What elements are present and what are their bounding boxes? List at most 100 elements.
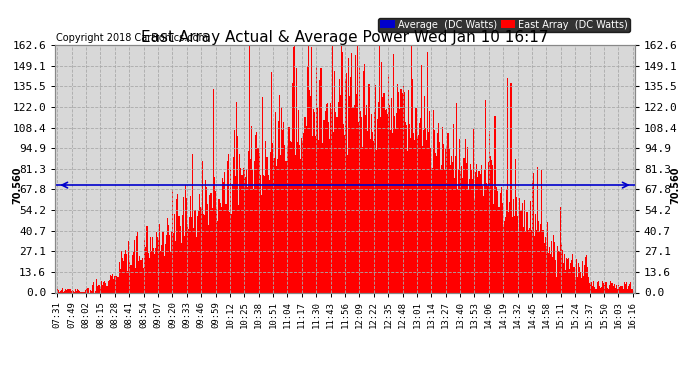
Bar <box>462 178 464 292</box>
Bar <box>205 180 206 292</box>
Bar <box>410 138 411 292</box>
Bar <box>329 139 330 292</box>
Bar <box>578 263 579 292</box>
Bar <box>357 45 358 292</box>
Bar <box>438 123 439 292</box>
Bar <box>237 136 238 292</box>
Bar <box>443 144 444 292</box>
Bar <box>506 189 507 292</box>
Bar <box>487 186 488 292</box>
Bar <box>441 165 442 292</box>
Bar <box>75 290 76 292</box>
Bar <box>164 256 165 292</box>
Bar <box>61 290 62 292</box>
Bar <box>99 287 101 292</box>
Bar <box>254 161 255 292</box>
Bar <box>213 90 214 292</box>
Bar <box>515 197 517 292</box>
Bar <box>477 177 478 292</box>
Bar <box>518 231 519 292</box>
Bar <box>347 156 348 292</box>
Bar <box>419 123 420 292</box>
Bar <box>397 84 398 292</box>
Bar <box>124 254 125 292</box>
Bar <box>378 102 380 292</box>
Bar <box>451 156 452 292</box>
Bar <box>241 175 243 292</box>
Bar <box>552 257 553 292</box>
Bar <box>402 93 403 292</box>
Bar <box>537 166 538 292</box>
Bar <box>415 108 417 292</box>
Bar <box>127 271 128 292</box>
Bar <box>330 104 331 292</box>
Bar <box>492 165 493 292</box>
Bar <box>368 84 370 292</box>
Bar <box>299 145 300 292</box>
Bar <box>322 120 324 292</box>
Bar <box>572 254 573 292</box>
Bar <box>491 160 492 292</box>
Bar <box>64 291 66 292</box>
Bar <box>216 209 217 292</box>
Bar <box>170 252 171 292</box>
Bar <box>296 68 297 292</box>
Bar <box>535 214 536 292</box>
Bar <box>473 129 474 292</box>
Bar <box>421 65 422 292</box>
Bar <box>281 107 282 292</box>
Bar <box>413 133 415 292</box>
Bar <box>526 212 528 292</box>
Bar <box>269 180 270 292</box>
Bar <box>532 181 533 292</box>
Bar <box>618 285 620 292</box>
Bar <box>513 216 515 292</box>
Bar <box>604 285 605 292</box>
Bar <box>417 135 419 292</box>
Bar <box>396 113 397 292</box>
Bar <box>583 276 584 292</box>
Bar <box>403 86 404 292</box>
Bar <box>597 282 598 292</box>
Bar <box>185 185 186 292</box>
Bar <box>282 129 283 292</box>
Bar <box>166 235 167 292</box>
Bar <box>66 290 68 292</box>
Bar <box>485 100 486 292</box>
Bar <box>556 277 558 292</box>
Bar <box>585 257 586 292</box>
Bar <box>283 122 284 292</box>
Bar <box>563 262 564 292</box>
Bar <box>234 130 235 292</box>
Bar <box>252 170 253 292</box>
Bar <box>184 236 185 292</box>
Bar <box>522 203 523 292</box>
Bar <box>105 283 106 292</box>
Bar <box>314 112 315 292</box>
Bar <box>90 291 91 292</box>
Bar <box>115 276 117 292</box>
Bar <box>190 196 191 292</box>
Bar <box>544 237 546 292</box>
Bar <box>517 216 518 292</box>
Bar <box>104 281 105 292</box>
Bar <box>446 146 448 292</box>
Bar <box>458 169 460 292</box>
Bar <box>162 232 164 292</box>
Bar <box>326 105 327 292</box>
Bar <box>549 247 550 292</box>
Bar <box>181 214 183 292</box>
Bar <box>374 112 375 292</box>
Bar <box>120 269 121 292</box>
Bar <box>315 136 316 292</box>
Bar <box>476 164 477 292</box>
Bar <box>136 236 137 292</box>
Bar <box>172 189 173 292</box>
Bar <box>393 54 394 292</box>
Bar <box>530 201 531 292</box>
Bar <box>504 221 505 292</box>
Bar <box>160 251 161 292</box>
Bar <box>445 149 446 292</box>
Bar <box>335 112 337 292</box>
Bar <box>270 152 271 292</box>
